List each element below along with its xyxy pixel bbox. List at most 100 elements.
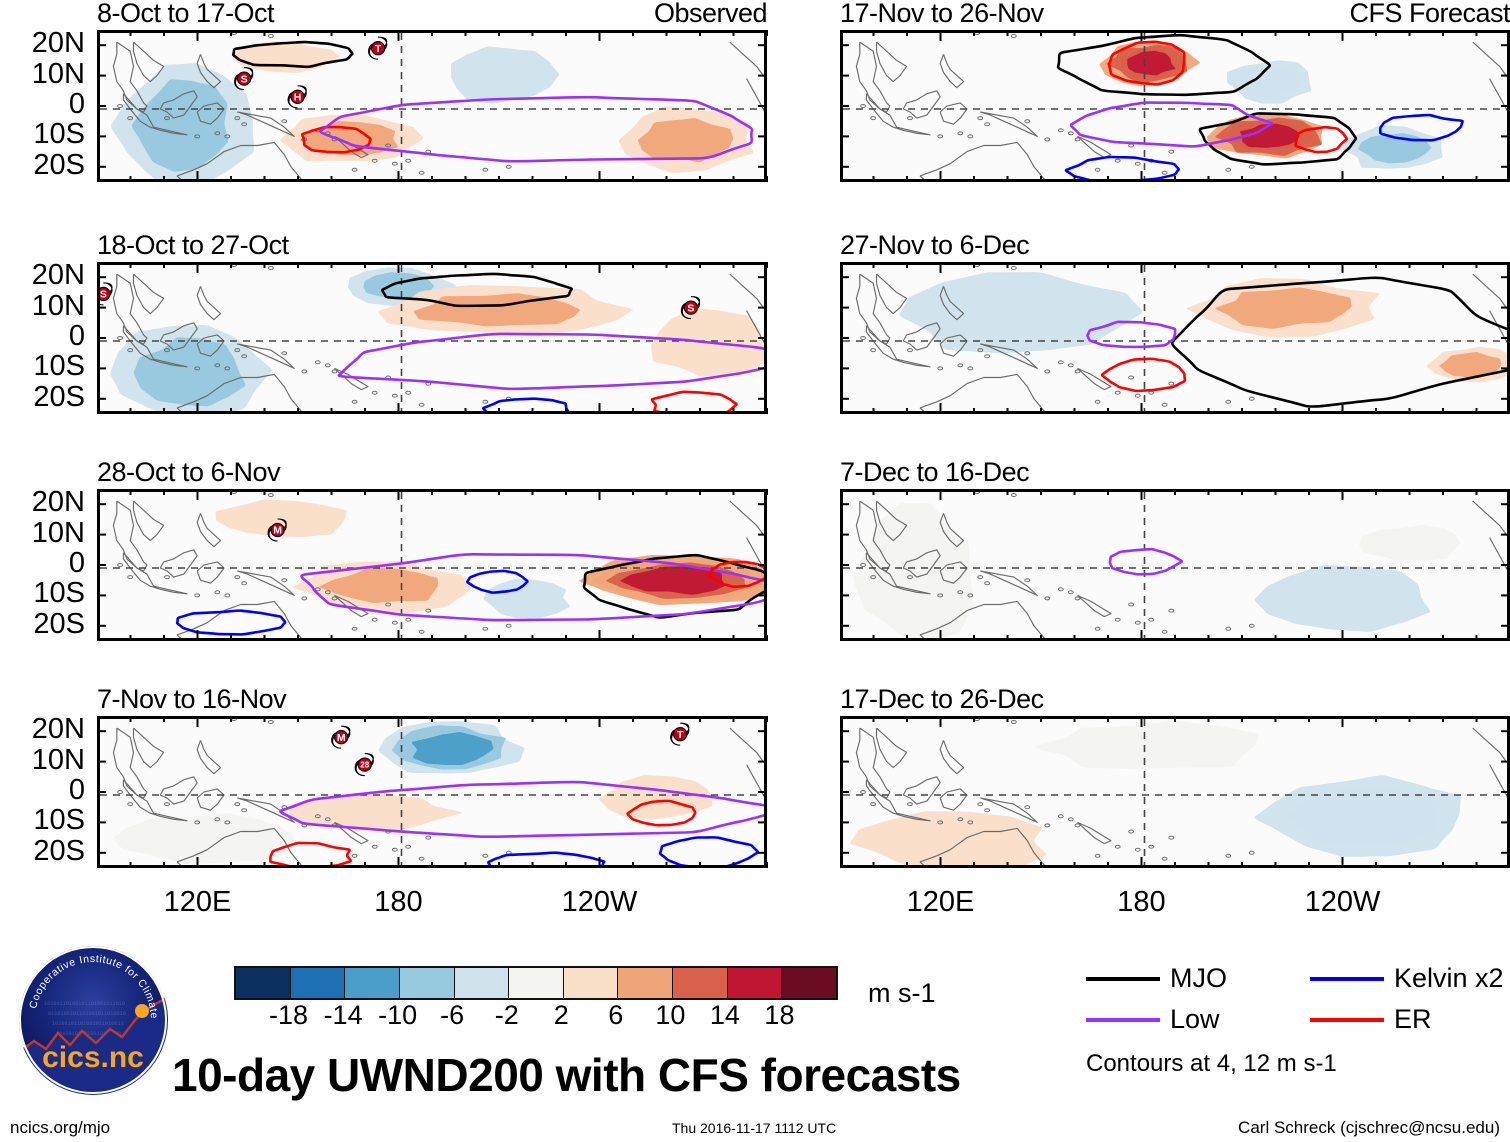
svg-text:0110100101101001011010010: 0110100101101001011010010 [48, 1011, 126, 1017]
colorbar-swatch [453, 968, 509, 998]
colorbar-tick-label: -6 [440, 1000, 465, 1030]
column-header-right: CFS Forecast [1349, 0, 1510, 28]
panel-title-p3: 28-Oct to 6-Nov [97, 457, 281, 487]
y-tick-label: 20S [33, 607, 85, 640]
y-tick-label: 0 [68, 320, 85, 352]
panel-title-p8: 17-Dec to 26-Dec [840, 684, 1044, 714]
x-tick-label: 120E [906, 886, 975, 918]
legend-entry-mjo: MJO [1086, 965, 1227, 992]
column-header-left: Observed [653, 0, 768, 28]
storm-symbol: T [670, 722, 690, 746]
x-tick-label: 120W [561, 886, 638, 918]
svg-text:10100101101001011010011: 10100101101001011010011 [52, 1021, 124, 1027]
legend-line-kelvin [1310, 976, 1384, 981]
map-canvas-p2: S S [100, 265, 764, 411]
colorbar-swatch [344, 968, 399, 998]
storm-symbol: 28 [354, 753, 374, 777]
legend-entry-er: ER [1310, 1006, 1432, 1033]
svg-text:101001011010010110100: 101001011010010110100 [56, 1031, 121, 1037]
colorbar-tick-label: -10 [378, 1000, 418, 1030]
y-tick-label: 10N [31, 57, 85, 90]
colorbar-swatch [781, 968, 837, 998]
panel-p4: 7-Nov to 16-Nov M 28 T 20N 10N 0 10S 20S [32, 684, 768, 868]
panel-p3: 28-Oct to 6-Nov M 20N 10N 0 10S 20S [32, 457, 768, 641]
legend-label-er: ER [1394, 1004, 1432, 1034]
map-canvas-p8 [843, 719, 1507, 865]
logo-wordmark: cics.nc [42, 1041, 144, 1074]
plot-area-p6[interactable] [840, 262, 1510, 414]
storm-symbol: S [680, 296, 701, 320]
colorbar-swatch [236, 968, 290, 998]
plot-area-p5[interactable] [840, 30, 1510, 182]
svg-text:28: 28 [360, 760, 369, 769]
x-tick-label: 180 [1117, 886, 1166, 918]
colorbar-swatch [617, 968, 673, 998]
svg-text:S: S [687, 302, 694, 314]
contour-legend: MJO Kelvin x2 Low ER [1086, 965, 1506, 1035]
storm-symbol: T [368, 36, 388, 60]
storm-symbol: M [267, 518, 287, 542]
panel-title-p4: 7-Nov to 16-Nov [97, 684, 287, 714]
map-canvas-p7 [843, 492, 1507, 638]
colorbar-unit-label: m s-1 [868, 978, 936, 1008]
panel-p8: 17-Dec to 26-Dec [840, 684, 1510, 868]
colorbar-tick-label: 18 [764, 1000, 795, 1030]
panel-p7: 7-Dec to 16-Dec [840, 457, 1510, 641]
legend-line-low [1086, 1017, 1160, 1022]
svg-text:S: S [241, 73, 248, 85]
svg-text:T: T [677, 729, 684, 741]
y-tick-label: 20N [31, 713, 85, 746]
y-axis-labels-p4: 20N 10N 0 10S 20S [0, 713, 85, 868]
plot-area-p8[interactable] [840, 716, 1510, 868]
logo-graphic: 10100110100101101001011010 0110100101101… [18, 945, 168, 1095]
plot-area-p3[interactable]: M [97, 489, 767, 641]
y-tick-label: 10S [33, 804, 85, 837]
y-tick-label: 0 [68, 547, 85, 579]
y-tick-label: 20S [33, 380, 85, 413]
y-tick-label: 20S [33, 834, 85, 867]
colorbar [234, 966, 838, 1000]
colorbar-tick-label: -14 [323, 1000, 363, 1030]
y-tick-label: 20N [31, 486, 85, 519]
legend-entry-kelvin: Kelvin x2 [1310, 965, 1504, 992]
y-tick-label: 10S [33, 118, 85, 151]
y-tick-label: 10N [31, 289, 85, 322]
cics-nc-logo: 10100110100101101001011010 0110100101101… [18, 945, 168, 1095]
plot-area-p2[interactable]: S S [97, 262, 767, 414]
legend-label-low: Low [1170, 1004, 1220, 1034]
svg-text:T: T [375, 43, 382, 55]
colorbar-tick-label: -2 [494, 1000, 519, 1030]
svg-text:S: S [100, 289, 107, 301]
svg-text:H: H [294, 91, 302, 103]
colorbar-swatch [726, 968, 782, 998]
panel-title-p6: 27-Nov to 6-Dec [840, 230, 1030, 260]
map-canvas-p4: M 28 T [100, 719, 764, 865]
x-tick-label: 120W [1304, 886, 1381, 918]
footer-left[interactable]: ncics.org/mjo [10, 1118, 111, 1137]
panel-title-p5: 17-Nov to 26-Nov [840, 0, 1044, 28]
y-axis-labels-p1: 20N 10N 0 10S 20S [0, 27, 85, 182]
y-axis-labels-p3: 20N 10N 0 10S 20S [0, 486, 85, 641]
y-tick-label: 20N [31, 27, 85, 60]
footer-timestamp: Thu 2016-11-17 1112 UTC [672, 1120, 837, 1136]
map-canvas-p6 [843, 265, 1507, 411]
panel-p1: 8-Oct to 17-Oct Observed S H T 20N 10N 0 10S… [32, 0, 768, 182]
x-tick-label: 120E [163, 886, 232, 918]
x-tick-label: 180 [374, 886, 423, 918]
panel-p5: 17-Nov to 26-Nov CFS Forecast [840, 0, 1510, 182]
storm-symbol: S [234, 67, 254, 91]
colorbar-swatch [289, 968, 345, 998]
y-tick-label: 10N [31, 743, 85, 776]
contour-note: Contours at 4, 12 m s-1 [1086, 1050, 1337, 1077]
plot-area-p7[interactable] [840, 489, 1510, 641]
colorbar-swatch [398, 968, 454, 998]
plot-area-p4[interactable]: M 28 T [97, 716, 767, 868]
plot-area-p1[interactable]: S H T [97, 30, 767, 182]
panel-title-p2: 18-Oct to 27-Oct [97, 230, 289, 260]
colorbar-swatch [562, 968, 618, 998]
y-tick-label: 0 [68, 88, 85, 120]
map-canvas-p3: M [100, 492, 764, 638]
colorbar-tick-label: 2 [553, 1000, 569, 1030]
x-axis-labels-left: 120E 180 120W [97, 886, 767, 930]
y-tick-label: 10S [33, 350, 85, 383]
